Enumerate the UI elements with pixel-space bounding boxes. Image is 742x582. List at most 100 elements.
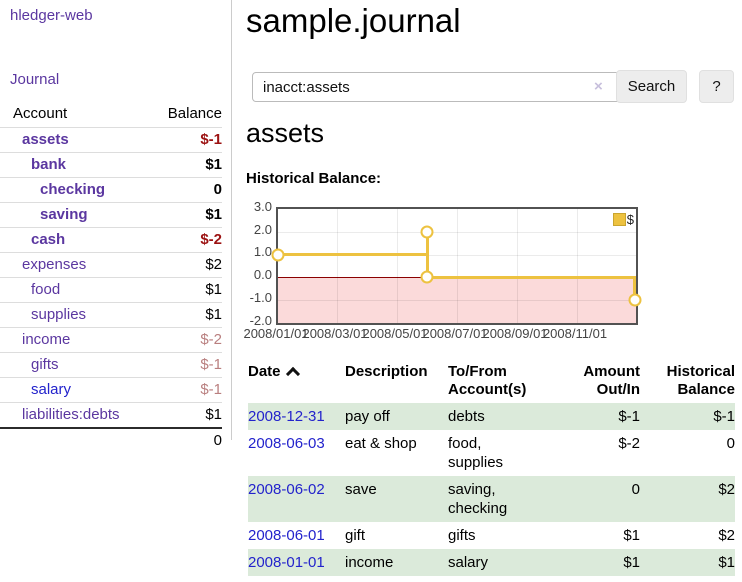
series-line-segment	[633, 277, 636, 301]
account-balance: $-1	[200, 131, 222, 148]
data-point-marker	[420, 225, 434, 239]
account-link[interactable]: food	[31, 281, 61, 298]
transaction-accounts: salary	[448, 554, 489, 571]
transaction-date-link[interactable]: 2008-06-03	[248, 435, 325, 452]
transaction-amount: $-2	[618, 435, 640, 452]
negative-region-shading	[278, 277, 636, 323]
register-header-row: Date Description To/From Account(s) Amou…	[248, 360, 735, 403]
sidebar: hledger-web Journal Account Balance asse…	[0, 0, 232, 449]
page-title: sample.journal	[246, 2, 461, 39]
register-row[interactable]: 2008-01-01 income salary $1 $1	[248, 549, 735, 576]
brand-link[interactable]: hledger-web	[10, 7, 93, 24]
account-balance: $-2	[200, 231, 222, 248]
search-input[interactable]	[252, 72, 632, 102]
column-header-accounts: To/From Account(s)	[448, 363, 527, 398]
column-header-date[interactable]: Date	[248, 360, 345, 403]
transaction-accounts: gifts	[448, 527, 476, 544]
account-link[interactable]: gifts	[31, 356, 59, 373]
transaction-balance: $2	[718, 527, 735, 544]
transaction-amount: $1	[623, 554, 640, 571]
account-balance: $-1	[200, 381, 222, 398]
sidebar-item-journal[interactable]: Journal	[10, 71, 60, 88]
account-row-saving: saving $1	[0, 202, 222, 227]
y-axis-tick: 3.0	[253, 199, 272, 214]
register-row[interactable]: 2008-06-01 gift gifts $1 $2	[248, 522, 735, 549]
clear-search-icon[interactable]: ×	[594, 78, 603, 95]
x-axis-tick: 2008/01/01	[243, 326, 309, 341]
transaction-description: eat & shop	[345, 435, 417, 452]
transaction-amount: 0	[631, 481, 640, 498]
column-header-account: Account	[13, 105, 68, 122]
transaction-date-link[interactable]: 2008-01-01	[248, 554, 325, 571]
account-balance-table: Account Balance assets $-1 bank $1 check…	[0, 101, 222, 453]
account-balance: $1	[205, 406, 222, 423]
transaction-balance: $-1	[713, 408, 735, 425]
y-axis-tick: 2.0	[253, 222, 272, 237]
account-row-bank: bank $1	[0, 152, 222, 177]
account-row-gifts: gifts $-1	[0, 352, 222, 377]
transaction-accounts: saving, checking	[448, 481, 508, 517]
account-link[interactable]: cash	[31, 231, 66, 248]
x-axis-tick: 2008/07/01	[422, 326, 488, 341]
transaction-balance: $2	[718, 481, 735, 498]
series-line-segment	[278, 253, 427, 256]
account-balance: $-1	[200, 356, 222, 373]
account-link[interactable]: saving	[40, 206, 88, 223]
data-point-marker	[420, 270, 434, 284]
search-button[interactable]: Search	[616, 70, 687, 103]
gridline	[517, 209, 518, 323]
account-link[interactable]: liabilities:debts	[22, 406, 120, 423]
series-line-segment	[426, 231, 429, 279]
register-row[interactable]: 2008-06-02 save saving, checking 0 $2	[248, 476, 735, 522]
x-axis-tick: 2008/11/01	[542, 326, 608, 341]
y-axis-tick: -1.0	[249, 290, 272, 305]
sort-ascending-icon	[285, 366, 300, 382]
transaction-description: pay off	[345, 408, 390, 425]
account-row-checking: checking 0	[0, 177, 222, 202]
register-row[interactable]: 2008-06-03 eat & shop food, supplies $-2…	[248, 430, 735, 476]
account-balance: $1	[205, 306, 222, 323]
help-button[interactable]: ?	[699, 70, 734, 103]
account-link[interactable]: assets	[22, 131, 69, 148]
transaction-date-link[interactable]: 2008-06-01	[248, 527, 325, 544]
account-row-liabilities-debts: liabilities:debts $1	[0, 402, 222, 427]
y-axis-tick: 1.0	[253, 244, 272, 259]
account-balance: 0	[213, 181, 222, 198]
column-header-balance: Balance	[167, 105, 222, 122]
account-link[interactable]: salary	[31, 381, 72, 398]
account-balance: $-2	[200, 331, 222, 348]
x-axis-tick: 2008/05/01	[362, 326, 428, 341]
x-axis-tick: 2008/09/01	[482, 326, 548, 341]
transaction-description: income	[345, 554, 394, 571]
gridline	[278, 255, 636, 256]
account-page-title: assets	[246, 118, 325, 148]
transaction-date-link[interactable]: 2008-12-31	[248, 408, 325, 425]
historical-balance-chart: 3.0 2.0 1.0 0.0 -1.0 -2.0 $	[243, 199, 742, 345]
register-table: Date Description To/From Account(s) Amou…	[248, 360, 735, 576]
legend-label: $	[626, 212, 634, 227]
account-link[interactable]: bank	[31, 156, 67, 173]
transaction-accounts: food, supplies	[448, 435, 504, 471]
transaction-date-link[interactable]: 2008-06-02	[248, 481, 325, 498]
y-axis-tick: 0.0	[253, 267, 272, 282]
gridline	[457, 209, 458, 323]
account-link[interactable]: expenses	[22, 256, 87, 273]
transaction-description: gift	[345, 527, 366, 544]
gridline	[278, 232, 636, 233]
account-row-salary: salary $-1	[0, 377, 222, 402]
account-link[interactable]: checking	[40, 181, 106, 198]
account-balance: $1	[205, 206, 222, 223]
transaction-amount: $-1	[618, 408, 640, 425]
account-link[interactable]: income	[22, 331, 71, 348]
account-row-income: income $-2	[0, 327, 222, 352]
transaction-balance: $1	[718, 554, 735, 571]
account-link[interactable]: supplies	[31, 306, 87, 323]
register-row[interactable]: 2008-12-31 pay off debts $-1 $-1	[248, 403, 735, 430]
chart-legend: $	[612, 212, 634, 227]
account-balance: $2	[205, 256, 222, 273]
gridline	[577, 209, 578, 323]
transaction-balance: 0	[726, 435, 735, 452]
chart-plot-area[interactable]: $	[271, 207, 642, 325]
column-header-description: Description	[345, 363, 428, 380]
